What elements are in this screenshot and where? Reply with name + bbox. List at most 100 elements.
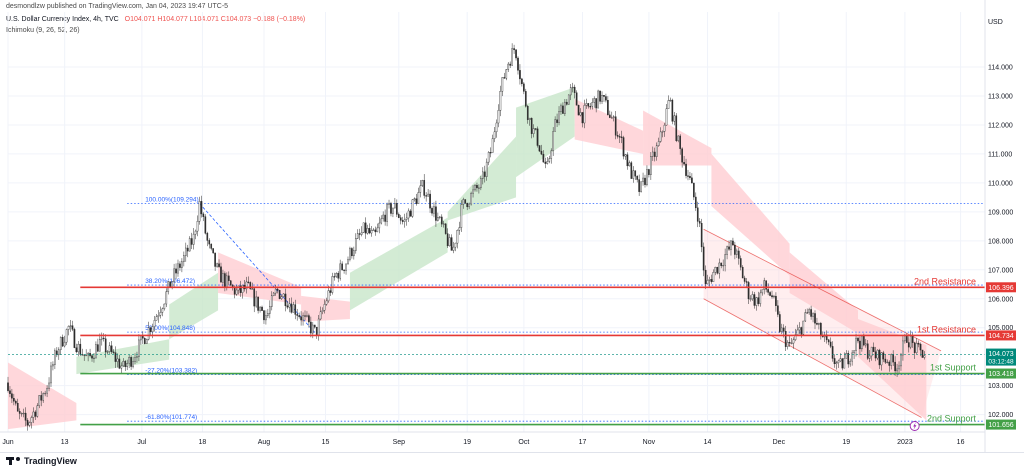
x-tick-label: 13 xyxy=(61,439,69,446)
support-price-tag xyxy=(986,368,1016,379)
candle-body xyxy=(911,336,914,343)
candle-body xyxy=(689,176,691,179)
candle-body xyxy=(44,392,46,395)
ichimoku-cloud-segment xyxy=(301,295,350,322)
candle-body xyxy=(831,346,834,359)
candle-body xyxy=(147,327,150,340)
candle-body xyxy=(737,250,740,259)
candle-body xyxy=(224,273,226,287)
candle-body xyxy=(732,240,734,246)
candle-body xyxy=(112,351,115,353)
candle-body xyxy=(73,329,76,348)
y-tick-label: 108.000 xyxy=(988,238,1013,245)
candle-body xyxy=(222,273,224,283)
candle-body xyxy=(409,210,412,217)
candle-body xyxy=(667,100,670,109)
candle-body xyxy=(251,288,254,290)
fib-level-label: 50.00%(104.848) xyxy=(145,325,195,332)
candle-body xyxy=(124,360,127,368)
candle-body xyxy=(462,199,465,205)
lightning-icon[interactable] xyxy=(909,421,920,431)
candle-body xyxy=(566,101,568,105)
candle-body xyxy=(741,266,744,279)
candle-body xyxy=(46,388,48,394)
candle-body xyxy=(263,310,265,321)
candle-body xyxy=(607,100,609,116)
candle-body xyxy=(845,353,848,359)
candle-body xyxy=(261,306,263,311)
candle-body xyxy=(104,338,107,353)
candle-body xyxy=(235,289,238,295)
candle-body xyxy=(91,355,93,359)
candle-body xyxy=(902,340,904,356)
candle-body xyxy=(626,154,629,167)
candle-body xyxy=(681,148,683,163)
candle-body xyxy=(528,117,531,120)
candle-body xyxy=(384,214,386,222)
candle-body xyxy=(618,136,621,138)
candle-body xyxy=(779,314,781,332)
tradingview-logo[interactable]: TradingView xyxy=(6,456,77,466)
candle-body xyxy=(857,337,859,342)
x-tick-label: Jun xyxy=(2,439,13,446)
candle-body xyxy=(620,136,623,138)
candle-body xyxy=(509,63,512,66)
candle-body xyxy=(257,296,259,311)
x-tick-label: Dec xyxy=(773,439,786,446)
candle-body xyxy=(61,336,64,347)
candle-body xyxy=(151,326,154,333)
candle-body xyxy=(562,105,564,114)
candle-body xyxy=(835,362,838,365)
candle-body xyxy=(145,338,148,344)
candle-body xyxy=(270,295,273,307)
candle-body xyxy=(708,279,711,281)
candle-body xyxy=(362,222,365,233)
candle-body xyxy=(417,192,420,204)
candle-body xyxy=(374,229,377,233)
candle-body xyxy=(411,199,414,217)
candle-body xyxy=(503,77,506,79)
candle-body xyxy=(77,343,80,353)
y-tick-label: 103.000 xyxy=(988,383,1013,390)
candle-body xyxy=(648,169,650,175)
candle-body xyxy=(138,339,140,357)
candle-body xyxy=(691,177,693,184)
candle-body xyxy=(97,344,99,352)
candle-body xyxy=(497,110,500,124)
candle-body xyxy=(710,279,713,282)
candle-body xyxy=(57,349,60,356)
candle-body xyxy=(712,272,715,282)
candle-body xyxy=(239,285,242,293)
candle-body xyxy=(229,280,232,286)
candle-body xyxy=(700,223,703,248)
candle-body xyxy=(253,288,256,307)
candle-body xyxy=(571,86,574,89)
support-level-name: 1st Support xyxy=(930,363,977,373)
fib-level-label: -27.20%(103.382) xyxy=(145,368,197,375)
candle-body xyxy=(14,400,17,404)
brand-name: TradingView xyxy=(24,456,77,466)
candle-body xyxy=(313,324,316,328)
candle-body xyxy=(364,222,367,234)
candle-body xyxy=(485,161,488,177)
candle-body xyxy=(34,411,37,417)
candle-body xyxy=(288,303,291,308)
candle-body xyxy=(360,232,363,235)
candle-body xyxy=(894,361,896,372)
candle-body xyxy=(636,175,639,180)
candle-body xyxy=(595,98,597,109)
candle-body xyxy=(769,292,771,296)
candle-body xyxy=(333,276,336,278)
candle-body xyxy=(126,363,129,368)
candle-body xyxy=(472,189,474,194)
candle-body xyxy=(401,220,404,222)
candle-body xyxy=(247,281,250,283)
candle-body xyxy=(814,313,816,324)
candle-body xyxy=(358,233,361,235)
candle-body xyxy=(298,315,300,317)
candle-body xyxy=(437,217,439,221)
candle-body xyxy=(763,280,766,290)
candle-body xyxy=(190,238,193,245)
candle-body xyxy=(665,108,668,126)
